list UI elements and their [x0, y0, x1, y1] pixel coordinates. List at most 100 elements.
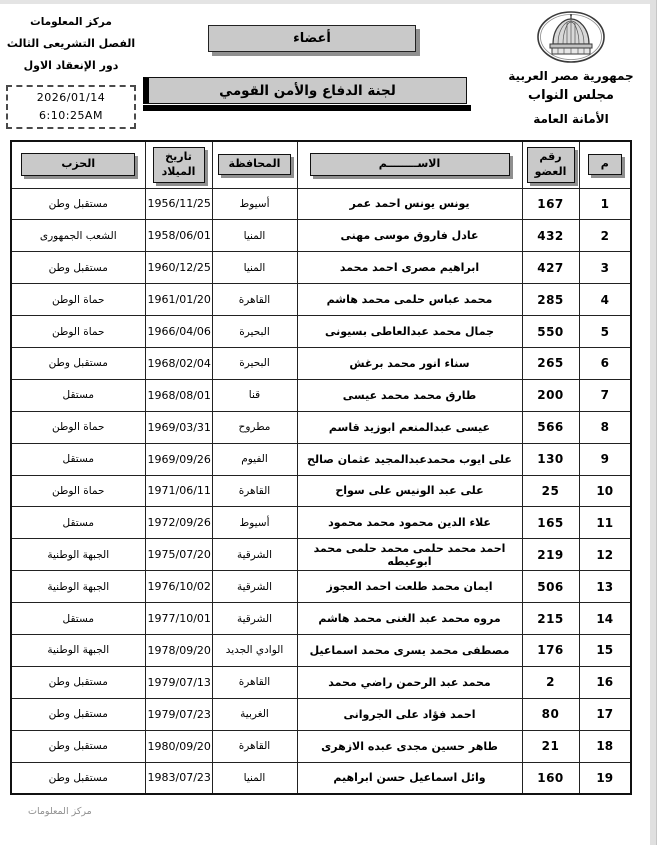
member-row: 6 265 سناء انور محمد برغش البحيرة 1968/0…: [10, 346, 632, 380]
member-id: 160: [521, 761, 580, 795]
member-row-number: 15: [578, 633, 632, 667]
member-governorate: مطروح: [211, 410, 298, 444]
session-label: دور الإنعقاد الاول: [23, 59, 119, 72]
member-name: طارق محمد محمد عيسى: [296, 378, 523, 412]
footer-note: مركز المعلومات: [28, 806, 92, 817]
member-party: الجبهة الوطنية: [10, 633, 146, 667]
member-row-number: 8: [578, 410, 632, 444]
col-header-birth-date-box: تاريخ الميلاد: [152, 146, 205, 183]
member-row: 9 130 على ايوب محمدعبدالمجيد عثمان صالح …: [10, 442, 632, 476]
member-row-number: 11: [578, 506, 632, 540]
member-id: 215: [521, 602, 580, 635]
col-header-member-no: رقم العضو: [521, 140, 580, 189]
secretariat-name: الأمانة العامة: [533, 111, 609, 126]
member-party: مستقبل وطن: [10, 729, 146, 763]
member-party: مستقبل وطن: [10, 665, 146, 699]
member-row: 13 506 ايمان محمد طلعت احمد العجوز الشرق…: [10, 570, 632, 604]
member-name: على عبد الونيس على سواح: [296, 474, 523, 508]
member-row: 4 285 محمد عباس حلمى محمد هاشم القاهرة 1…: [10, 283, 632, 317]
col-header-governorate-box: المحافظة: [217, 154, 292, 176]
member-governorate: الشرقية: [211, 602, 298, 635]
member-birth-date: 1961/01/20: [144, 283, 213, 317]
member-name: محمد عبد الرحمن راضي محمد: [296, 665, 523, 699]
member-id: 25: [521, 474, 580, 508]
col-header-party: الحزب: [10, 140, 146, 189]
member-governorate: القاهرة: [211, 729, 298, 763]
member-row-number: 6: [578, 346, 632, 380]
member-name: عيسى عبدالمنعم ابوزيد قاسم: [296, 410, 523, 444]
member-row-number: 19: [578, 761, 632, 795]
member-governorate: المنيا: [211, 761, 298, 795]
member-name: يونس يونس احمد عمر: [296, 187, 523, 221]
member-party: مستقل: [10, 442, 146, 476]
member-governorate: البحيرة: [211, 315, 298, 348]
member-governorate: الوادي الجديد: [211, 633, 298, 667]
member-row: 12 219 احمد محمد حلمى محمد حلمى محمد ابو…: [10, 538, 632, 572]
parliament-dome-icon: [537, 11, 605, 63]
member-row: 15 176 مصطفى محمد يسرى محمد اسماعيل الوا…: [10, 633, 632, 667]
agency-header: جمهورية مصر العربية مجلس النواب الأمانة …: [497, 10, 645, 126]
member-row-number: 1: [578, 187, 632, 221]
member-party: مستقل: [10, 378, 146, 412]
member-name: محمد عباس حلمى محمد هاشم: [296, 283, 523, 317]
member-name: عادل فاروق موسى مهنى: [296, 219, 523, 253]
print-time: 6:10:25AM: [39, 109, 103, 122]
report-title: أعضاء: [293, 31, 331, 46]
member-id: 2: [521, 665, 580, 699]
member-row: 7 200 طارق محمد محمد عيسى قنا 1968/08/01…: [10, 378, 632, 412]
member-birth-date: 1979/07/23: [144, 697, 213, 731]
members-table: م رقم العضو الاســــــــم المحافظة تاريخ…: [10, 140, 632, 795]
member-id: 200: [521, 378, 580, 412]
member-name: على ايوب محمدعبدالمجيد عثمان صالح: [296, 442, 523, 476]
member-party: مستقل: [10, 506, 146, 540]
member-governorate: البحيرة: [211, 346, 298, 380]
member-row: 18 21 طاهر حسين مجدى عبده الازهرى القاهر…: [10, 729, 632, 763]
report-title-box: أعضاء: [208, 25, 416, 52]
member-governorate: القاهرة: [211, 474, 298, 508]
member-birth-date: 1956/11/25: [144, 187, 213, 221]
member-row-number: 13: [578, 570, 632, 604]
member-party: الشعب الجمهورى: [10, 219, 146, 253]
committee-title-box: لجنة الدفاع والأمن القومي: [143, 77, 471, 111]
page-right-edge: [650, 0, 657, 845]
member-governorate: أسيوط: [211, 506, 298, 540]
col-header-name: الاســــــــم: [296, 140, 523, 189]
member-row: 1 167 يونس يونس احمد عمر أسيوط 1956/11/2…: [10, 187, 632, 221]
member-row-number: 7: [578, 378, 632, 412]
member-birth-date: 1969/09/26: [144, 442, 213, 476]
member-row-number: 5: [578, 315, 632, 348]
member-birth-date: 1958/06/01: [144, 219, 213, 253]
member-birth-date: 1978/09/20: [144, 633, 213, 667]
col-header-birth-date: تاريخ الميلاد: [144, 140, 213, 189]
print-datetime-box: 2026/01/14 6:10:25AM: [6, 85, 136, 129]
col-header-governorate: المحافظة: [211, 140, 298, 189]
member-row: 17 80 احمد فؤاد على الجروانى الغربية 197…: [10, 697, 632, 731]
member-name: سناء انور محمد برغش: [296, 346, 523, 380]
member-row-number: 14: [578, 602, 632, 635]
member-row-number: 17: [578, 697, 632, 731]
member-id: 427: [521, 251, 580, 285]
member-birth-date: 1980/09/20: [144, 729, 213, 763]
member-row-number: 12: [578, 538, 632, 572]
member-governorate: الفيوم: [211, 442, 298, 476]
member-id: 21: [521, 729, 580, 763]
member-id: 265: [521, 346, 580, 380]
member-party: حماة الوطن: [10, 410, 146, 444]
member-row: 2 432 عادل فاروق موسى مهنى المنيا 1958/0…: [10, 219, 632, 253]
member-row: 8 566 عيسى عبدالمنعم ابوزيد قاسم مطروح 1…: [10, 410, 632, 444]
member-name: علاء الدين محمود محمد محمود: [296, 506, 523, 540]
col-header-member-no-box: رقم العضو: [526, 146, 575, 183]
member-id: 167: [521, 187, 580, 221]
member-governorate: القاهرة: [211, 283, 298, 317]
member-id: 432: [521, 219, 580, 253]
country-name: جمهورية مصر العربية: [508, 69, 634, 83]
member-governorate: أسيوط: [211, 187, 298, 221]
member-governorate: المنيا: [211, 219, 298, 253]
member-row-number: 10: [578, 474, 632, 508]
member-name: مصطفى محمد يسرى محمد اسماعيل: [296, 633, 523, 667]
member-id: 219: [521, 538, 580, 572]
member-name: ايمان محمد طلعت احمد العجوز: [296, 570, 523, 604]
member-name: مروه محمد عبد الغنى محمد هاشم: [296, 602, 523, 635]
member-name: وائل اسماعيل حسن ابراهيم: [296, 761, 523, 795]
